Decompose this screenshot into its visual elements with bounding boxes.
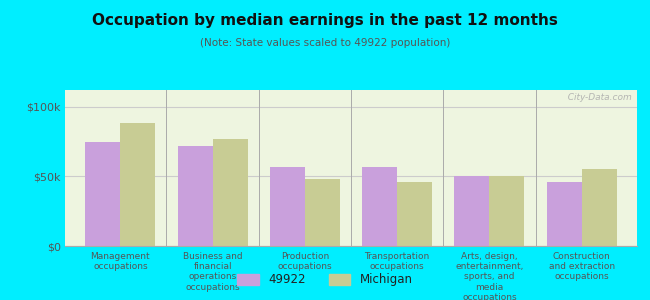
- Text: City-Data.com: City-Data.com: [562, 93, 631, 102]
- Legend: 49922, Michigan: 49922, Michigan: [233, 269, 417, 291]
- Bar: [305, 179, 340, 246]
- Text: (Note: State values scaled to 49922 population): (Note: State values scaled to 49922 popu…: [200, 38, 450, 47]
- Bar: [270, 167, 305, 246]
- Bar: [489, 176, 525, 246]
- Bar: [397, 182, 432, 246]
- Bar: [454, 176, 489, 246]
- Bar: [213, 139, 248, 246]
- Text: Occupation by median earnings in the past 12 months: Occupation by median earnings in the pas…: [92, 14, 558, 28]
- Bar: [582, 169, 617, 246]
- Bar: [547, 182, 582, 246]
- Bar: [362, 167, 397, 246]
- Bar: [177, 146, 213, 246]
- Bar: [85, 142, 120, 246]
- Bar: [120, 123, 155, 246]
